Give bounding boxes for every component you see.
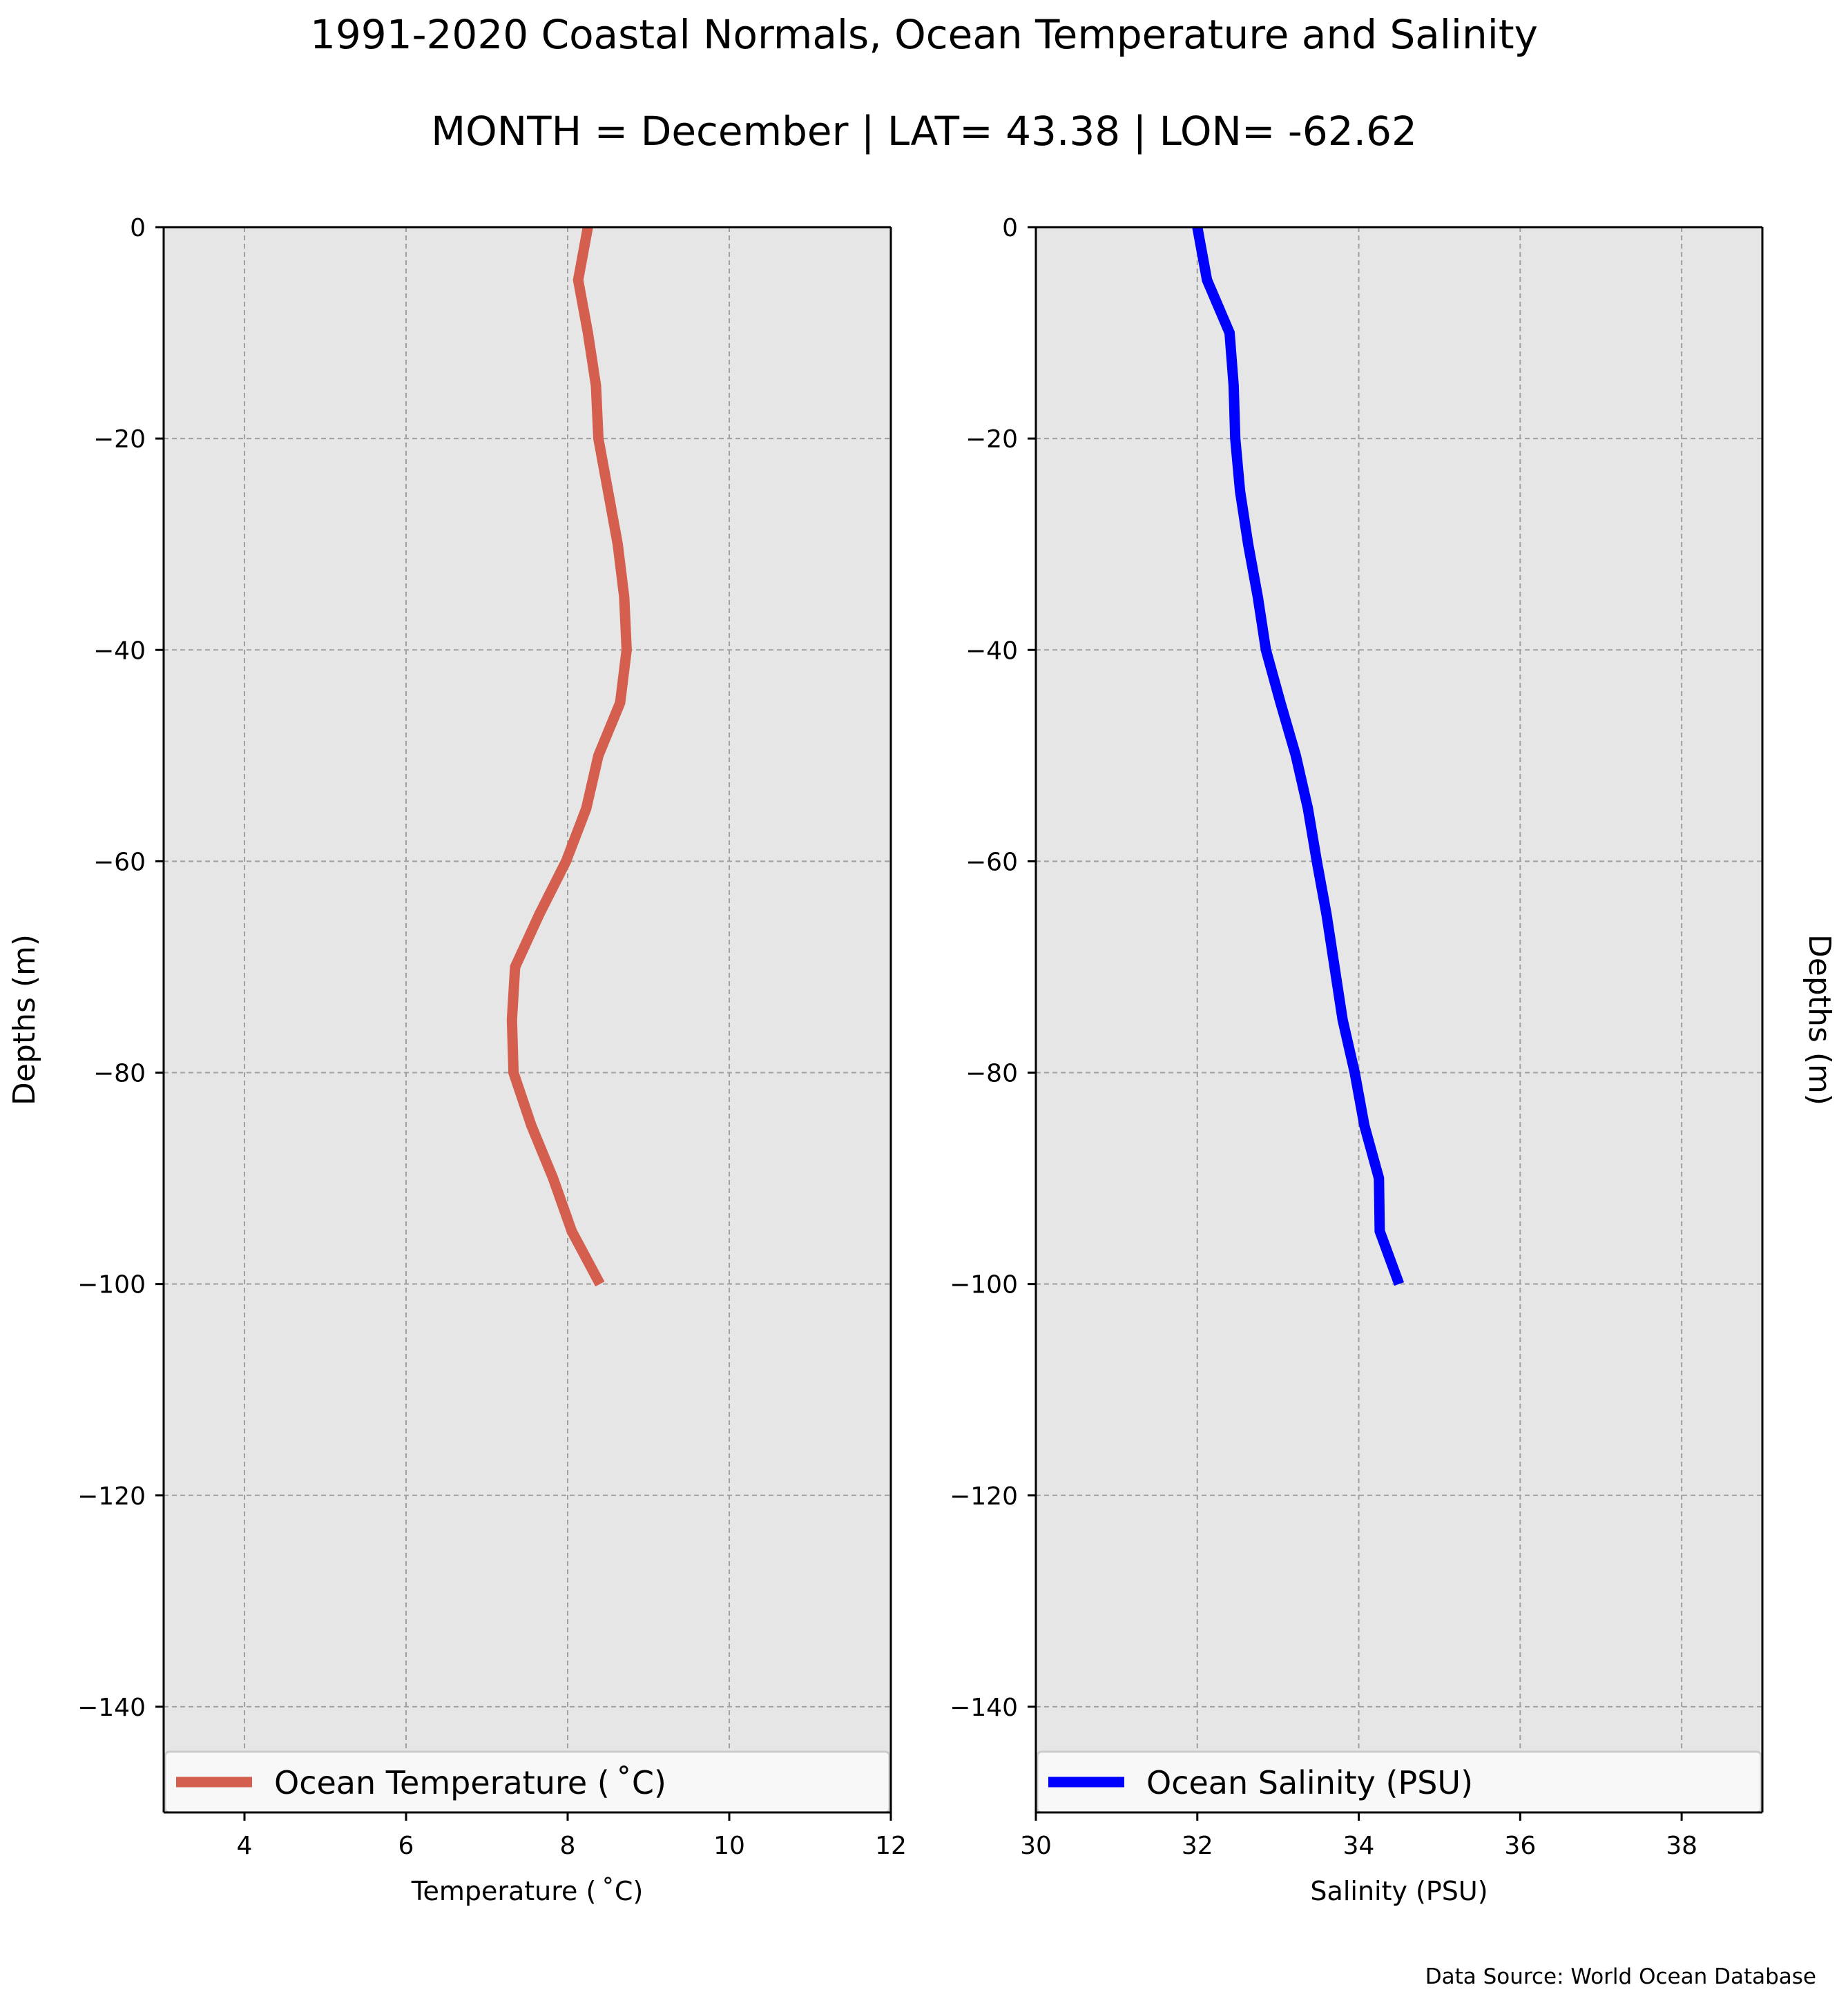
- salinity-xtick-label: 36: [1504, 1832, 1536, 1860]
- figure-title: 1991-2020 Coastal Normals, Ocean Tempera…: [310, 11, 1538, 58]
- temperature-ytick-label: −140: [77, 1694, 146, 1722]
- salinity-ytick-label: 0: [1002, 214, 1018, 242]
- temperature-panel: Ocean Temperature ( ˚C) 4 6 8 10 12 0 −20 −40 −60…: [7, 214, 907, 1906]
- temperature-ytick-label: −80: [93, 1060, 146, 1088]
- salinity-ytick-label: −20: [965, 425, 1018, 454]
- salinity-ytick-label: −40: [965, 637, 1018, 665]
- salinity-legend-label: Ocean Salinity (PSU): [1146, 1764, 1473, 1801]
- temperature-xtick-label: 8: [560, 1832, 576, 1860]
- temperature-xtick-label: 10: [713, 1832, 745, 1860]
- salinity-ytick-label: −100: [950, 1271, 1018, 1299]
- temperature-y-axis-label: Depths (m): [7, 934, 42, 1105]
- salinity-ytick-label: −80: [965, 1060, 1018, 1088]
- temperature-ytick-label: −40: [93, 637, 146, 665]
- temperature-xtick-label: 6: [398, 1832, 414, 1860]
- temperature-ytick-label: −60: [93, 848, 146, 876]
- temperature-plot-area: [164, 227, 891, 1812]
- temperature-x-axis-label: Temperature ( ˚C): [411, 1876, 644, 1906]
- salinity-plot-area: [1036, 227, 1762, 1812]
- temperature-xtick-label: 4: [237, 1832, 253, 1860]
- temperature-series-line: [506, 226, 632, 1287]
- salinity-xtick-label: 38: [1666, 1832, 1697, 1860]
- salinity-panel: Ocean Salinity (PSU) 30 32 34 36 38 0 −20 −40 −60…: [950, 214, 1837, 1906]
- data-source-note: Data Source: World Ocean Database: [1425, 1964, 1816, 1989]
- temperature-xtick-label: 12: [875, 1832, 907, 1860]
- salinity-xtick-label: 34: [1343, 1832, 1375, 1860]
- temperature-ytick-label: −100: [77, 1271, 146, 1299]
- salinity-series-line: [1192, 226, 1405, 1286]
- temperature-legend-label: Ocean Temperature ( ˚C): [274, 1764, 666, 1801]
- salinity-ytick-label: −60: [965, 848, 1018, 876]
- salinity-xtick-label: 32: [1182, 1832, 1213, 1860]
- temperature-ytick-label: 0: [130, 214, 146, 242]
- salinity-ytick-label: −120: [950, 1482, 1018, 1511]
- salinity-x-axis-label: Salinity (PSU): [1310, 1876, 1488, 1906]
- temperature-ytick-label: −20: [93, 425, 146, 454]
- temperature-ytick-label: −120: [77, 1482, 146, 1511]
- salinity-y-axis-label: Depths (m): [1802, 934, 1837, 1105]
- salinity-ytick-label: −140: [950, 1694, 1018, 1722]
- figure-subtitle: MONTH = December | LAT= 43.38 | LON= -62…: [431, 108, 1417, 155]
- salinity-xtick-label: 30: [1020, 1832, 1052, 1860]
